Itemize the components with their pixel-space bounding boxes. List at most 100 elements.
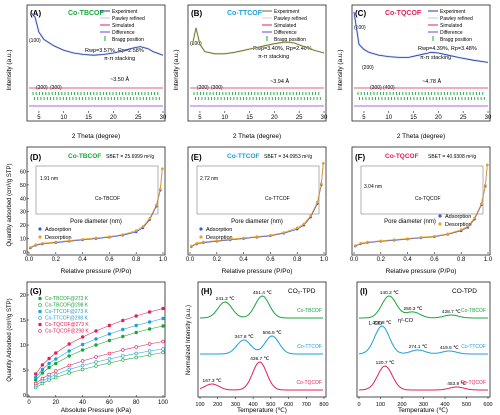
legend-difference: Difference	[274, 30, 297, 36]
x-tick-label: 10	[60, 115, 67, 121]
panel-B-xlabel: 2 Theta (degree)	[233, 133, 281, 140]
x-tick-label: 15	[410, 115, 417, 121]
data-point-desorption	[379, 239, 383, 243]
legend-marker	[38, 309, 42, 314]
panel-I-annotation-lco: L-CO	[369, 321, 383, 327]
legend-experiment: Experiment	[440, 9, 466, 15]
series-label: Co-TQCOF	[460, 380, 486, 386]
panel-B-peak-100: (100)	[190, 41, 202, 47]
panel-G: (G) Quantity Adsorbed (cm³/g STP) Absolu…	[7, 281, 169, 414]
data-point-desorption	[161, 167, 164, 171]
data-point-desorption	[202, 240, 205, 244]
data-point	[161, 324, 165, 328]
panel-G-plot: 0 20 40 60 80 100 0 5 10 15 20	[20, 293, 169, 406]
data-point	[161, 350, 165, 355]
data-point-desorption	[155, 203, 158, 207]
x-tick-label: 15	[85, 115, 92, 121]
data-point	[47, 356, 51, 361]
x-tick-label: 30	[485, 115, 492, 121]
data-point-desorption	[480, 202, 483, 206]
data-point	[94, 329, 98, 333]
series-label: Co-TTCOF	[461, 344, 486, 350]
data-point-desorption	[322, 162, 325, 165]
data-point	[80, 363, 85, 368]
panel-I-annotation-eta2co: η²-CO	[398, 318, 414, 324]
panel-I-title: CO-TPD	[452, 288, 477, 295]
panel-E-inset	[196, 165, 320, 215]
panel-B-plot: 5 10 15 20 25 30	[190, 27, 328, 121]
panel-A-title: Co-TBCOF	[68, 10, 104, 17]
legend-simulated: Simulated	[274, 23, 296, 29]
panel-H-ylabel: Normalized Intensity (a.u.)	[186, 305, 192, 375]
data-point	[121, 327, 125, 332]
panel-F-xlabel: Relative pressure (P/Po)	[386, 268, 457, 275]
x-tick-label: 0.6	[105, 257, 114, 263]
series-label: Co-TBCOF	[297, 308, 322, 314]
peak-label: 436.7 ℃	[250, 356, 269, 362]
panel-B-stack: π-π stacking	[258, 54, 289, 60]
data-point	[94, 355, 98, 359]
data-point	[47, 375, 51, 380]
y-tick-label: 5	[23, 368, 26, 374]
data-point	[147, 310, 152, 314]
data-point-desorption	[269, 233, 272, 237]
data-point-desorption	[433, 234, 436, 238]
y-tick-label: 0	[23, 250, 26, 256]
data-point	[54, 361, 58, 366]
data-point	[134, 323, 138, 328]
y-tick-label: 10	[20, 237, 26, 243]
data-point	[134, 314, 138, 318]
data-point	[54, 357, 58, 361]
data-point-desorption	[195, 241, 198, 245]
data-point-desorption	[54, 240, 58, 244]
legend-desorption: Desorption	[445, 222, 472, 228]
panel-D-xlabel: Relative pressure (P/Po)	[61, 268, 132, 275]
panel-B: (B) Co-TTCOF Intensity (a.u.) 2 Theta (d…	[173, 4, 328, 140]
panel-E-letter: (E)	[191, 153, 202, 162]
panel-B-title: Co-TTCOF	[227, 10, 263, 17]
peak-label: 428.7 ℃	[442, 309, 461, 315]
x-tick-label: 100	[376, 402, 385, 408]
series-line-co-tqcof	[358, 365, 488, 391]
series-line-experiment	[192, 27, 325, 55]
data-point	[94, 364, 98, 368]
data-point-desorption	[215, 239, 219, 242]
x-tick-label: 0.2	[52, 257, 61, 263]
data-point	[40, 371, 45, 375]
data-point-desorption	[419, 236, 423, 239]
panel-C-title: Co-TQCOF	[385, 10, 422, 17]
panel-E-plot: 0.0 0.2 0.4 0.6 0.8 1.0	[186, 162, 329, 263]
data-point	[147, 353, 152, 357]
data-point	[54, 369, 58, 373]
legend-bragg: Bragg position	[274, 37, 306, 43]
panel-E-inset-xlabel: Pore diameter (nm)	[231, 219, 283, 225]
x-tick-label: 20	[271, 115, 278, 121]
panel-C-plot: 5 10 15 20 25 30	[352, 11, 492, 121]
data-point	[121, 358, 125, 362]
x-tick-label: 0.8	[293, 257, 302, 263]
data-point	[67, 371, 71, 375]
legend-label: Co-TBCOF@298 K	[45, 303, 89, 309]
panel-D-inset	[35, 165, 159, 215]
panel-H-title: CO₂-TPD	[288, 288, 316, 295]
panel-E-xlabel: Relative pressure (P/Po)	[222, 268, 293, 275]
panel-E-title: Co-TTCOF	[227, 153, 260, 160]
x-tick-label: 5	[37, 115, 41, 121]
panel-A-legend: Experiment Pawley refined Simulated Diff…	[100, 9, 145, 43]
data-point	[47, 372, 51, 377]
panel-F: (F) Co-TQCOF SBET = 40.9308 m²/g Relativ…	[350, 146, 493, 275]
data-point	[147, 342, 152, 346]
data-point-desorption	[94, 236, 98, 240]
x-tick-label: 5	[198, 115, 202, 121]
data-point-desorption	[121, 233, 125, 236]
data-point	[161, 316, 165, 321]
panel-H: (H) CO₂-TPD Normalized Intensity (a.u.) …	[186, 281, 329, 414]
data-point-desorption	[366, 240, 369, 244]
x-tick-label: 25	[296, 115, 303, 121]
panel-C-letter: (C)	[355, 9, 366, 18]
data-point-desorption	[67, 239, 71, 242]
x-tick-label: 800	[319, 402, 328, 408]
data-point	[40, 367, 45, 372]
x-tick-label: 0	[27, 400, 31, 406]
data-point	[54, 375, 58, 380]
